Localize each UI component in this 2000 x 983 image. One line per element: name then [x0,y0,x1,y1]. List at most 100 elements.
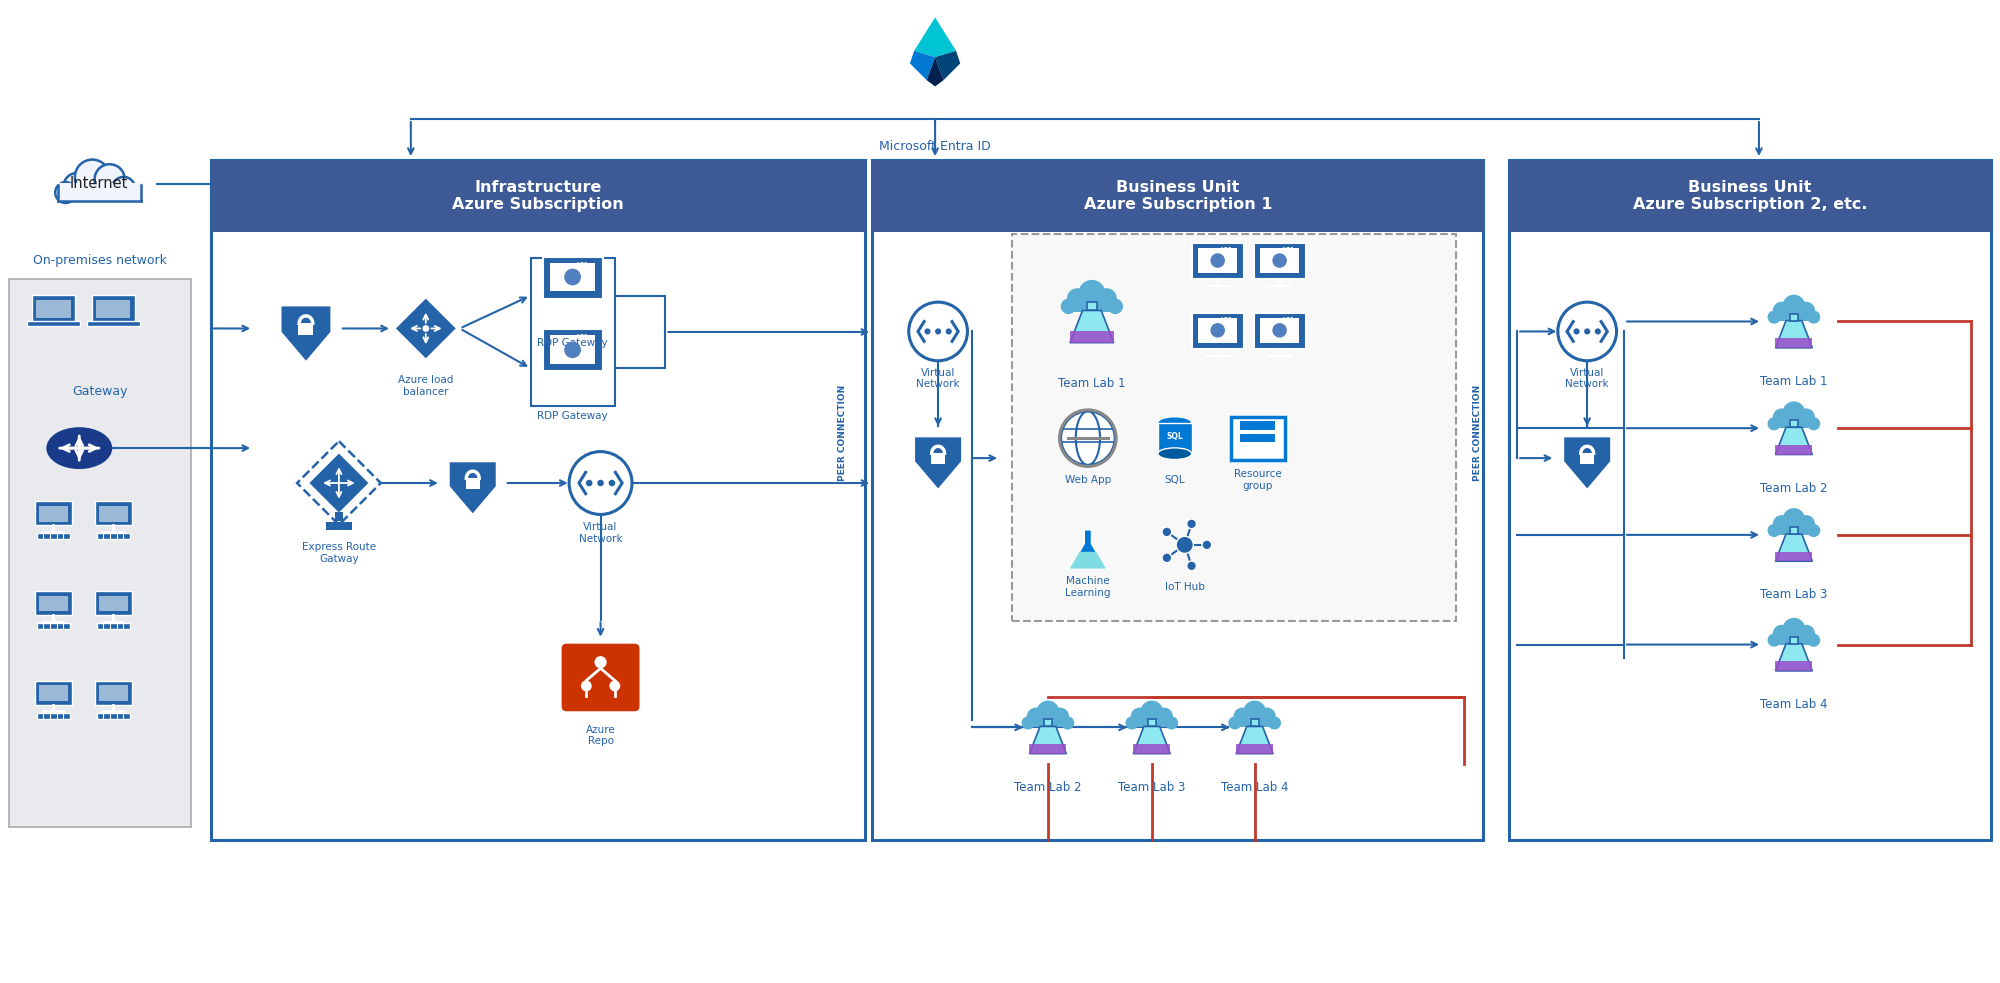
Polygon shape [1236,726,1274,754]
FancyBboxPatch shape [326,522,352,530]
Polygon shape [1070,311,1114,343]
Polygon shape [1134,744,1170,754]
Circle shape [608,480,616,487]
FancyBboxPatch shape [1510,160,1990,840]
Circle shape [1768,311,1780,323]
Circle shape [586,480,592,487]
Text: Azure load
balancer: Azure load balancer [398,376,454,397]
Polygon shape [1776,338,1812,348]
Text: VM: VM [1284,247,1294,252]
Text: Web App: Web App [1064,475,1112,485]
FancyBboxPatch shape [1510,160,1990,232]
Circle shape [1228,717,1242,729]
FancyBboxPatch shape [212,160,866,840]
Polygon shape [910,51,936,81]
FancyBboxPatch shape [1250,720,1258,726]
Circle shape [1126,717,1138,729]
Text: VM: VM [1222,247,1232,252]
Circle shape [1066,288,1088,309]
FancyBboxPatch shape [36,300,70,318]
FancyBboxPatch shape [1230,417,1284,460]
FancyBboxPatch shape [94,591,132,615]
Circle shape [1782,295,1806,318]
Polygon shape [1776,320,1812,348]
Circle shape [1176,537,1194,553]
Text: SQL: SQL [1166,433,1184,441]
Polygon shape [1030,744,1066,754]
Polygon shape [1070,530,1106,568]
Text: On-premises network: On-premises network [34,255,168,267]
FancyBboxPatch shape [1770,422,1818,429]
FancyBboxPatch shape [98,685,128,701]
Polygon shape [1030,726,1066,754]
Polygon shape [1776,445,1812,454]
Polygon shape [1070,551,1106,568]
Circle shape [1162,553,1172,562]
Circle shape [1798,302,1814,319]
Circle shape [1060,411,1114,465]
Circle shape [1078,280,1106,307]
FancyBboxPatch shape [92,295,134,321]
Polygon shape [1776,644,1812,670]
Text: Express Route
Gatway: Express Route Gatway [302,542,376,563]
Text: VM: VM [1222,317,1232,321]
Polygon shape [914,18,956,57]
FancyBboxPatch shape [1148,720,1156,726]
FancyBboxPatch shape [86,321,140,326]
Circle shape [598,480,604,487]
Circle shape [112,177,136,201]
FancyBboxPatch shape [1260,318,1300,342]
FancyBboxPatch shape [34,591,72,615]
Polygon shape [310,453,368,512]
Circle shape [580,680,592,691]
FancyBboxPatch shape [1770,528,1818,535]
FancyBboxPatch shape [96,713,130,719]
FancyBboxPatch shape [1790,637,1798,644]
Ellipse shape [1158,448,1192,459]
FancyBboxPatch shape [1192,313,1244,349]
Circle shape [1210,254,1224,267]
Text: Azure
Repo: Azure Repo [586,724,616,746]
Circle shape [1140,701,1164,723]
Circle shape [1798,408,1814,426]
Text: Virtual
Network: Virtual Network [578,522,622,544]
Circle shape [1798,625,1814,642]
FancyBboxPatch shape [1064,304,1120,312]
Ellipse shape [1158,417,1192,429]
FancyBboxPatch shape [1790,314,1798,320]
FancyBboxPatch shape [1254,313,1306,349]
FancyBboxPatch shape [1240,422,1276,431]
Circle shape [1186,519,1196,529]
FancyBboxPatch shape [1158,423,1192,454]
Circle shape [570,451,632,514]
Text: Team Lab 3: Team Lab 3 [1118,781,1186,793]
Text: Business Unit
Azure Subscription 2, etc.: Business Unit Azure Subscription 2, etc. [1632,180,1868,212]
Circle shape [1156,708,1172,725]
Circle shape [1558,302,1616,361]
Polygon shape [1236,744,1274,754]
FancyBboxPatch shape [40,596,68,611]
Circle shape [1808,634,1820,647]
Circle shape [1574,328,1580,334]
FancyBboxPatch shape [1044,720,1052,726]
Circle shape [1022,717,1034,729]
FancyBboxPatch shape [298,322,314,334]
Polygon shape [916,437,962,489]
Text: Team Lab 4: Team Lab 4 [1760,698,1828,711]
Circle shape [924,328,930,334]
Circle shape [564,268,580,285]
FancyBboxPatch shape [550,335,596,364]
Circle shape [1768,417,1780,431]
Text: RDP Gateway: RDP Gateway [538,338,608,348]
FancyBboxPatch shape [94,680,132,705]
Circle shape [1584,328,1590,334]
Text: SQL: SQL [1164,475,1186,485]
Circle shape [1768,634,1780,647]
Polygon shape [1070,331,1114,343]
Circle shape [1772,408,1790,426]
Circle shape [564,341,580,358]
FancyBboxPatch shape [34,501,72,525]
FancyBboxPatch shape [1230,721,1278,727]
Text: Gateway: Gateway [72,384,128,398]
Circle shape [1164,717,1178,729]
